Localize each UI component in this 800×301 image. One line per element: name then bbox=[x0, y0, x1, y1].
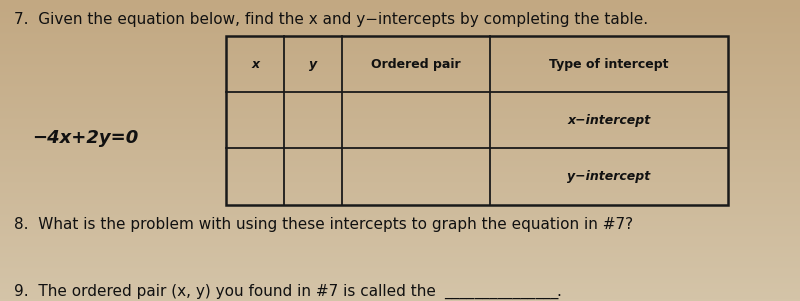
Text: −4x+2y=0: −4x+2y=0 bbox=[32, 129, 138, 147]
Bar bbox=[226, 36, 728, 205]
Text: x: x bbox=[251, 58, 259, 71]
Text: _______________: _______________ bbox=[444, 284, 558, 299]
Text: .: . bbox=[556, 284, 561, 299]
Text: x−intercept: x−intercept bbox=[567, 114, 650, 127]
Text: Ordered pair: Ordered pair bbox=[371, 58, 461, 71]
Text: y−intercept: y−intercept bbox=[567, 170, 650, 183]
Text: 9.  The ordered pair (x, y) you found in #7 is called the: 9. The ordered pair (x, y) you found in … bbox=[14, 284, 436, 299]
Text: 7.  Given the equation below, find the x and y−intercepts by completing the tabl: 7. Given the equation below, find the x … bbox=[14, 12, 649, 27]
Text: 8.  What is the problem with using these intercepts to graph the equation in #7?: 8. What is the problem with using these … bbox=[14, 217, 634, 232]
Text: y: y bbox=[309, 58, 317, 71]
Text: Type of intercept: Type of intercept bbox=[549, 58, 669, 71]
